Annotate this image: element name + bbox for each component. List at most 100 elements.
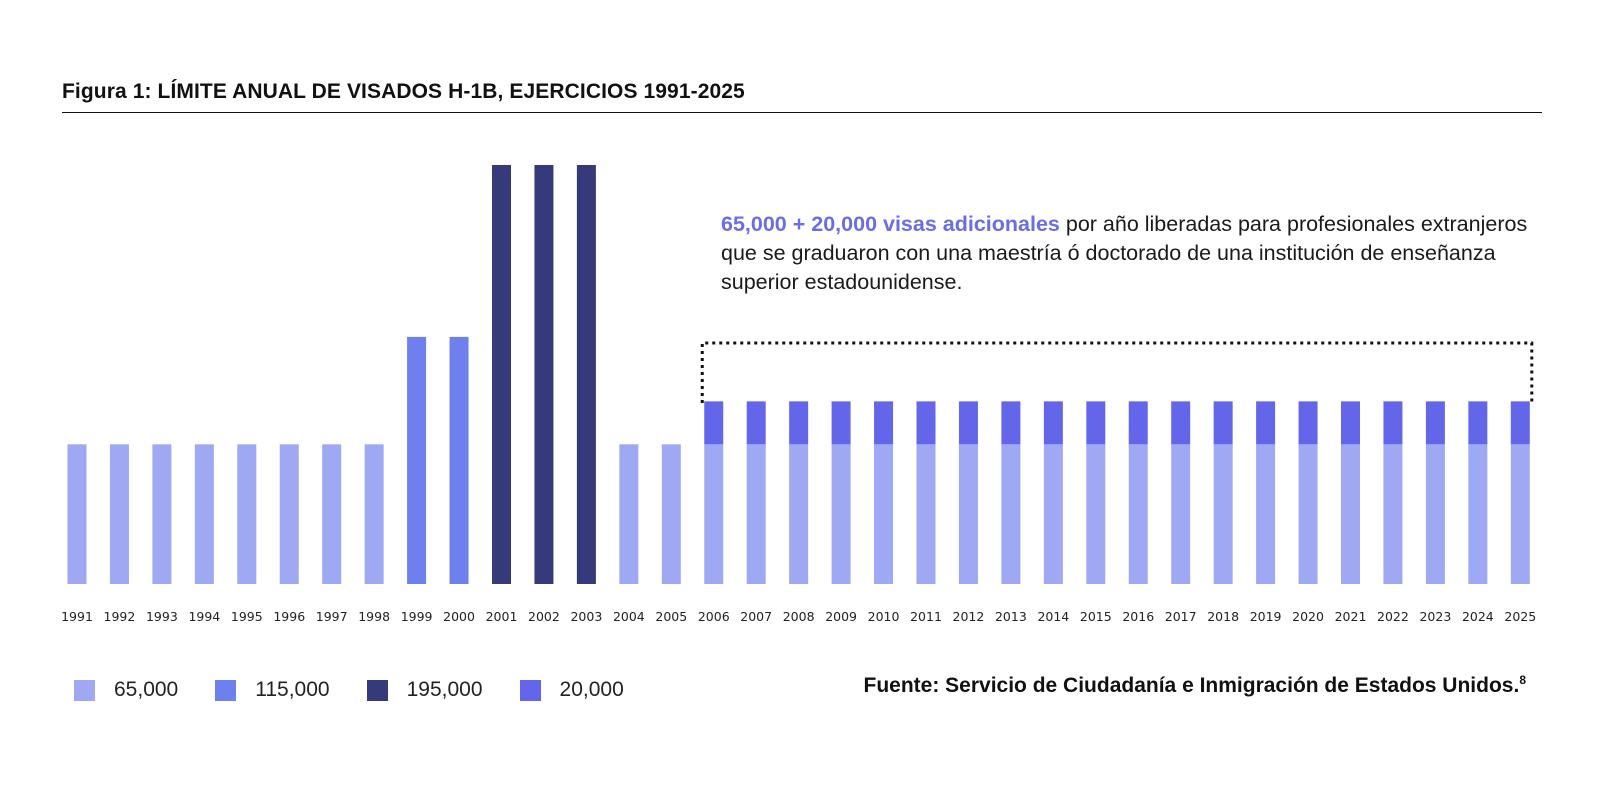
bar-2010-series-3 [874,401,894,445]
x-tick-label: 1991 [61,609,93,624]
x-tick-label: 2017 [1165,609,1197,624]
bar-2002-series-2 [534,165,554,584]
bar-2013-series-3 [1001,401,1021,445]
bar-2000-series-1 [449,336,469,584]
x-tick-label: 1993 [146,609,178,624]
bar-1993-series-0 [152,444,172,584]
legend-swatch [366,679,388,701]
bar-2001-series-2 [492,165,511,584]
x-tick-label: 2023 [1419,609,1451,624]
bar-2014-series-3 [1043,401,1063,445]
bar-2024-series-0 [1468,444,1488,584]
bar-2003-series-2 [576,165,596,584]
bar-2007-series-0 [746,444,766,584]
bar-2019-series-3 [1256,401,1276,445]
title-divider [62,112,1542,113]
bar-1996-series-0 [279,444,299,584]
bar-2010-series-0 [874,444,894,584]
x-tick-label: 2006 [698,609,730,624]
x-tick-label: 2002 [528,609,560,624]
x-tick-label: 1998 [358,609,390,624]
bar-1991-series-0 [67,444,87,584]
x-tick-label: 1995 [231,609,263,624]
x-tick-label: 2016 [1122,609,1154,624]
legend-item: 65,000 [74,678,178,702]
x-tick-label: 2009 [825,609,857,624]
bar-2011-series-0 [916,444,936,584]
bar-2023-series-0 [1425,444,1445,584]
bar-2009-series-0 [831,444,851,584]
x-tick-label: 1999 [401,609,433,624]
bar-2023-series-3 [1425,401,1445,445]
x-tick-label: 2007 [740,609,772,624]
bar-1994-series-0 [194,444,214,584]
bar-2012-series-3 [958,401,978,445]
x-tick-label: 1996 [273,609,305,624]
x-tick-label: 2008 [783,609,815,624]
bar-2015-series-0 [1086,444,1106,584]
x-tick-label: 1992 [104,609,136,624]
x-tick-label: 2012 [953,609,985,624]
legend-label: 195,000 [406,678,483,701]
additional-visas-bracket [700,341,1534,403]
bar-2011-series-3 [916,401,936,445]
bar-2022-series-0 [1383,444,1403,584]
bar-2005-series-0 [661,444,681,584]
bar-2013-series-0 [1001,444,1021,584]
legend-label: 20,000 [559,678,624,701]
x-tick-label: 2004 [613,609,645,624]
legend-item: 195,000 [366,678,483,702]
bar-2004-series-0 [619,444,639,584]
bar-2019-series-0 [1256,444,1276,584]
x-tick-label: 2025 [1504,609,1536,624]
annotation-body: por año liberadas para profesionales ext… [721,212,1528,294]
x-tick-label: 2013 [995,609,1027,624]
bar-2006-series-0 [704,444,724,584]
x-tick-label: 2011 [910,609,942,624]
bar-2008-series-3 [789,401,809,445]
bar-2017-series-0 [1171,444,1191,584]
annotation-text: 65,000 + 20,000 visas adicionales por añ… [721,210,1541,297]
source-note: Fuente: Servicio de Ciudadanía e Inmigra… [864,673,1527,698]
bar-2020-series-3 [1298,401,1318,445]
x-tick-label: 2003 [570,609,602,624]
x-tick-label: 2018 [1207,609,1239,624]
bar-1997-series-0 [322,444,342,584]
x-tick-label: 2022 [1377,609,1409,624]
bar-2016-series-0 [1128,444,1148,584]
legend-item: 115,000 [215,678,330,702]
source-text: Fuente: Servicio de Ciudadanía e Inmigra… [863,674,1520,697]
x-tick-label: 2015 [1080,609,1112,624]
legend-label: 115,000 [255,678,330,701]
bar-2025-series-0 [1510,444,1530,584]
legend-swatch [74,679,95,701]
chart-title: Figura 1: LÍMITE ANUAL DE VISADOS H-1B, … [62,80,745,103]
bar-1998-series-0 [364,444,384,584]
bar-2018-series-0 [1213,444,1233,584]
bar-2016-series-3 [1128,401,1148,445]
x-tick-label: 2000 [443,609,475,624]
bar-2021-series-0 [1341,444,1360,584]
x-tick-label: 2005 [655,609,687,624]
bar-2022-series-3 [1383,401,1403,445]
x-tick-label: 2014 [1037,609,1069,624]
bar-2021-series-3 [1341,401,1360,445]
x-tick-label: 1994 [188,609,220,624]
x-tick-label: 2024 [1462,609,1494,624]
x-tick-label: 1997 [316,609,348,624]
bar-2012-series-0 [958,444,978,584]
legend-swatch [519,679,541,701]
bar-2014-series-0 [1043,444,1063,584]
bar-2024-series-3 [1468,401,1488,445]
x-tick-label: 2010 [868,609,900,624]
bar-2007-series-3 [746,401,766,445]
bar-2015-series-3 [1086,401,1106,445]
legend-item: 20,000 [519,678,624,702]
source-footnote: 8 [1519,673,1526,687]
annotation-highlight: 65,000 + 20,000 visas adicionales [721,212,1060,236]
bar-2008-series-0 [789,444,809,584]
x-tick-label: 2019 [1250,609,1282,624]
bar-2009-series-3 [831,401,851,445]
legend-swatch [215,679,237,701]
